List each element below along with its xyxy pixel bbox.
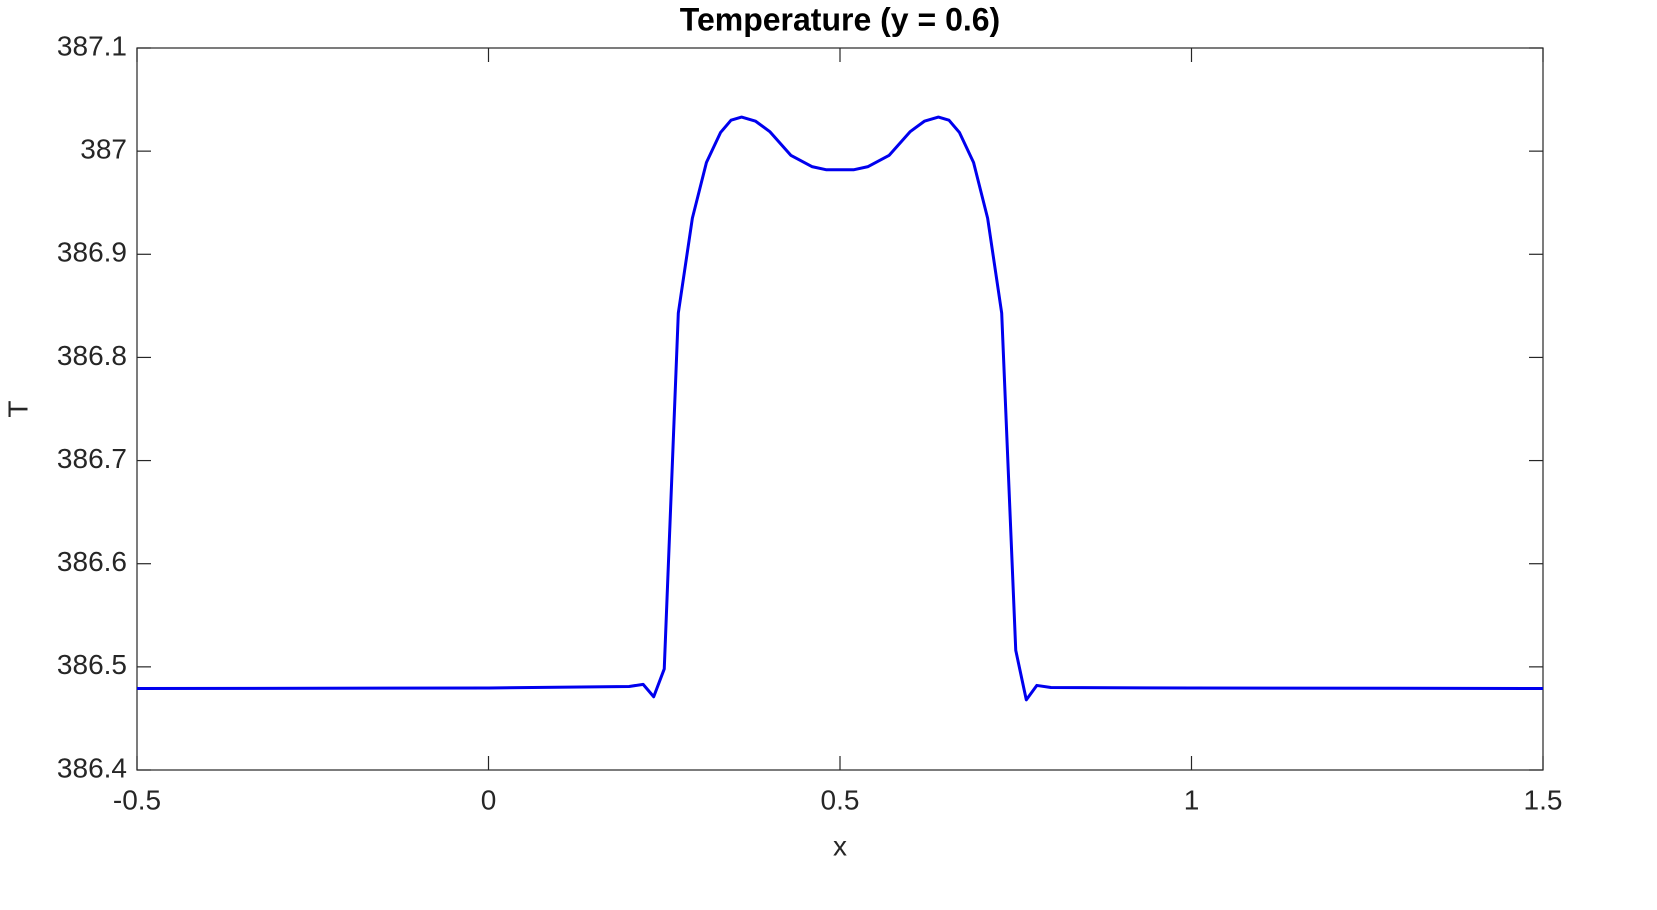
- y-tick-label: 386.6: [57, 546, 127, 577]
- x-tick-label: 0: [481, 784, 497, 815]
- y-tick-label: 386.5: [57, 649, 127, 680]
- chart-title: Temperature (y = 0.6): [680, 1, 1000, 37]
- y-tick-label: 387: [80, 134, 127, 165]
- y-tick-label: 386.4: [57, 752, 127, 783]
- x-tick-label: -0.5: [113, 784, 161, 815]
- x-tick-label: 0.5: [821, 784, 860, 815]
- y-tick-label: 386.8: [57, 340, 127, 371]
- data-line: [136, 115, 1544, 702]
- y-tick-label: 386.9: [57, 237, 127, 268]
- y-tick-label: 386.7: [57, 443, 127, 474]
- y-axis-label: T: [2, 400, 33, 417]
- x-axis-label: x: [833, 830, 847, 861]
- x-tick-label: 1.5: [1524, 784, 1563, 815]
- x-tick-label: 1: [1184, 784, 1200, 815]
- y-tick-label: 387.1: [57, 30, 127, 61]
- plot-frame: [136, 47, 1544, 771]
